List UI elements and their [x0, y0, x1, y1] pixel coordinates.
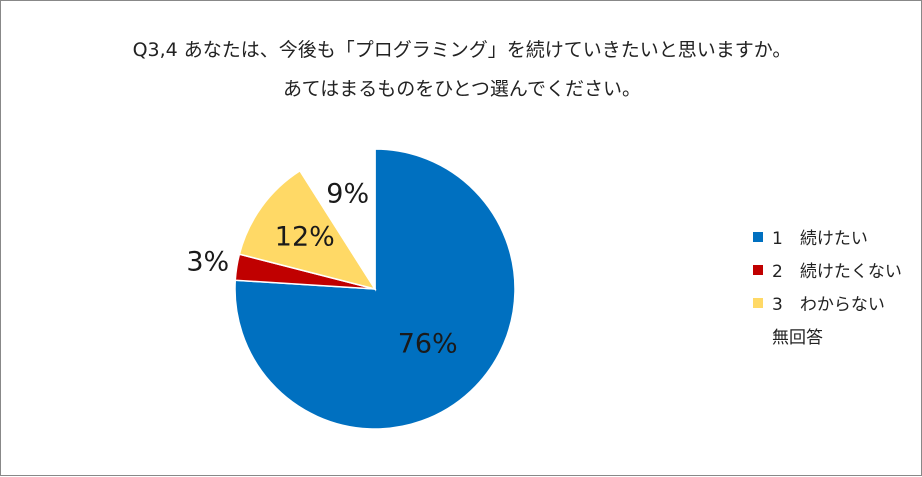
legend-swatch-not-continue	[753, 264, 763, 275]
pie-slice-no-answer	[298, 148, 376, 292]
legend-item-unknown: 3 わからない	[753, 286, 902, 319]
legend-swatch-no-answer	[753, 331, 763, 341]
data-label-continue: 76%	[398, 329, 458, 360]
legend-item-continue: 1 続けたい	[753, 220, 902, 253]
legend-label-no-answer: 無回答	[772, 328, 823, 348]
legend-label-not-continue: 2 続けたくない	[772, 262, 902, 282]
pie-slice-unknown	[238, 169, 377, 291]
chart-title: Q3,4 あなたは、今後も「プログラミング」を続けていきたいと思いますか。	[132, 39, 792, 61]
legend-label-unknown: 3 わからない	[772, 295, 885, 315]
data-label-not-continue: 3%	[186, 247, 229, 278]
legend-swatch-continue	[753, 231, 763, 242]
legend-item-no-answer: 無回答	[753, 319, 902, 352]
legend: 1 続けたい 2 続けたくない 3 わからない 無回答	[753, 220, 902, 352]
legend-item-not-continue: 2 続けたくない	[753, 253, 902, 286]
legend-swatch-unknown	[753, 297, 763, 308]
chart-subtitle: あてはまるものをひとつ選んでください。	[283, 78, 641, 100]
data-label-unknown: 12%	[275, 222, 335, 253]
pie-slice-continue	[234, 148, 516, 430]
legend-label-continue: 1 続けたい	[772, 229, 868, 249]
data-label-no-answer: 9%	[326, 178, 369, 209]
